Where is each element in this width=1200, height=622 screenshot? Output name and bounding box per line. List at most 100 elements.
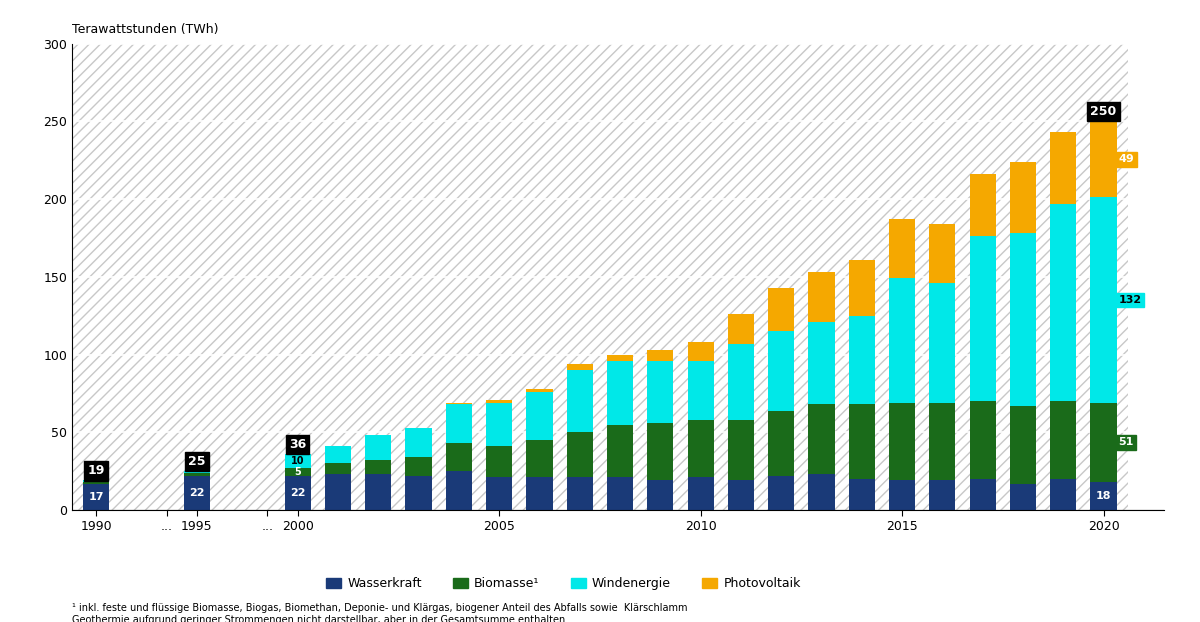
Text: Terawattstunden (TWh): Terawattstunden (TWh) [72, 23, 218, 35]
Bar [527, 440, 552, 478]
Text: 5: 5 [294, 467, 301, 477]
Bar [1010, 406, 1036, 484]
Text: 49: 49 [1118, 154, 1134, 164]
Bar [848, 259, 875, 315]
Bar [848, 315, 875, 404]
Bar [809, 404, 834, 474]
Bar [647, 423, 673, 480]
Bar [1091, 121, 1117, 197]
Bar [768, 331, 794, 411]
Bar [406, 427, 432, 457]
Bar [1091, 482, 1117, 510]
Bar [486, 478, 512, 510]
Bar [929, 224, 955, 283]
Bar [83, 480, 109, 482]
Bar [365, 435, 391, 460]
Bar [647, 480, 673, 510]
Text: 17: 17 [89, 492, 104, 502]
Bar [325, 463, 352, 474]
Bar [607, 361, 634, 424]
Bar [1050, 479, 1076, 510]
Bar [809, 272, 834, 322]
Bar [445, 404, 472, 443]
Text: 25: 25 [188, 455, 205, 468]
Bar [728, 314, 754, 343]
Bar [486, 399, 512, 403]
Bar [688, 478, 714, 510]
Bar [566, 370, 593, 432]
Bar [527, 389, 552, 392]
Bar [929, 403, 955, 480]
Bar [527, 392, 552, 440]
Bar [325, 474, 352, 510]
Bar [527, 478, 552, 510]
Text: 250: 250 [1091, 105, 1117, 118]
Bar [83, 482, 109, 484]
Bar [688, 420, 714, 478]
Text: 18: 18 [1096, 491, 1111, 501]
Text: 132: 132 [1118, 295, 1141, 305]
Bar [184, 476, 210, 510]
Bar [768, 476, 794, 510]
Bar [929, 480, 955, 510]
Bar [768, 411, 794, 476]
Text: 36: 36 [289, 438, 306, 451]
Bar [970, 401, 996, 479]
Bar [889, 480, 916, 510]
Bar [809, 474, 834, 510]
Bar [688, 361, 714, 420]
Bar [406, 476, 432, 510]
Bar [809, 322, 834, 404]
Bar [184, 471, 210, 473]
Bar [647, 350, 673, 361]
Bar [607, 478, 634, 510]
Legend: Wasserkraft, Biomasse¹, Windenergie, Photovoltaik: Wasserkraft, Biomasse¹, Windenergie, Pho… [320, 572, 806, 595]
Bar [688, 342, 714, 361]
Bar [566, 364, 593, 370]
Bar [1010, 233, 1036, 406]
Bar [929, 283, 955, 403]
Bar [1050, 401, 1076, 479]
Bar [486, 403, 512, 447]
Bar [607, 424, 634, 478]
Bar [406, 457, 432, 476]
Bar [728, 343, 754, 420]
Bar [325, 447, 352, 463]
Bar [445, 403, 472, 404]
Bar [365, 474, 391, 510]
Bar [1010, 162, 1036, 233]
Bar [1050, 132, 1076, 203]
Bar [1050, 203, 1076, 401]
Bar [970, 236, 996, 401]
Bar [486, 447, 512, 478]
Bar [1091, 197, 1117, 403]
Bar [284, 476, 311, 510]
Bar [566, 432, 593, 478]
Text: 51: 51 [1118, 437, 1134, 447]
Text: ¹ inkl. feste und flüssige Biomasse, Biogas, Biomethan, Deponie- und Klärgas, bi: ¹ inkl. feste und flüssige Biomasse, Bio… [72, 603, 688, 622]
Bar [647, 361, 673, 423]
Bar [728, 420, 754, 480]
Bar [970, 174, 996, 236]
Bar [889, 278, 916, 403]
Bar [848, 479, 875, 510]
Bar [445, 443, 472, 471]
Bar [889, 403, 916, 480]
Bar [728, 480, 754, 510]
Bar [768, 287, 794, 331]
Text: 10: 10 [290, 456, 305, 466]
Bar [889, 219, 916, 278]
Bar [1091, 403, 1117, 482]
Bar [284, 454, 311, 468]
Text: 19: 19 [88, 465, 104, 478]
Bar [365, 460, 391, 474]
Bar [1010, 484, 1036, 510]
Bar [284, 468, 311, 476]
Bar [970, 479, 996, 510]
Bar [566, 478, 593, 510]
Bar [607, 355, 634, 361]
Bar [83, 484, 109, 510]
Text: 22: 22 [290, 488, 306, 498]
Bar [848, 404, 875, 479]
Text: 22: 22 [190, 488, 205, 498]
